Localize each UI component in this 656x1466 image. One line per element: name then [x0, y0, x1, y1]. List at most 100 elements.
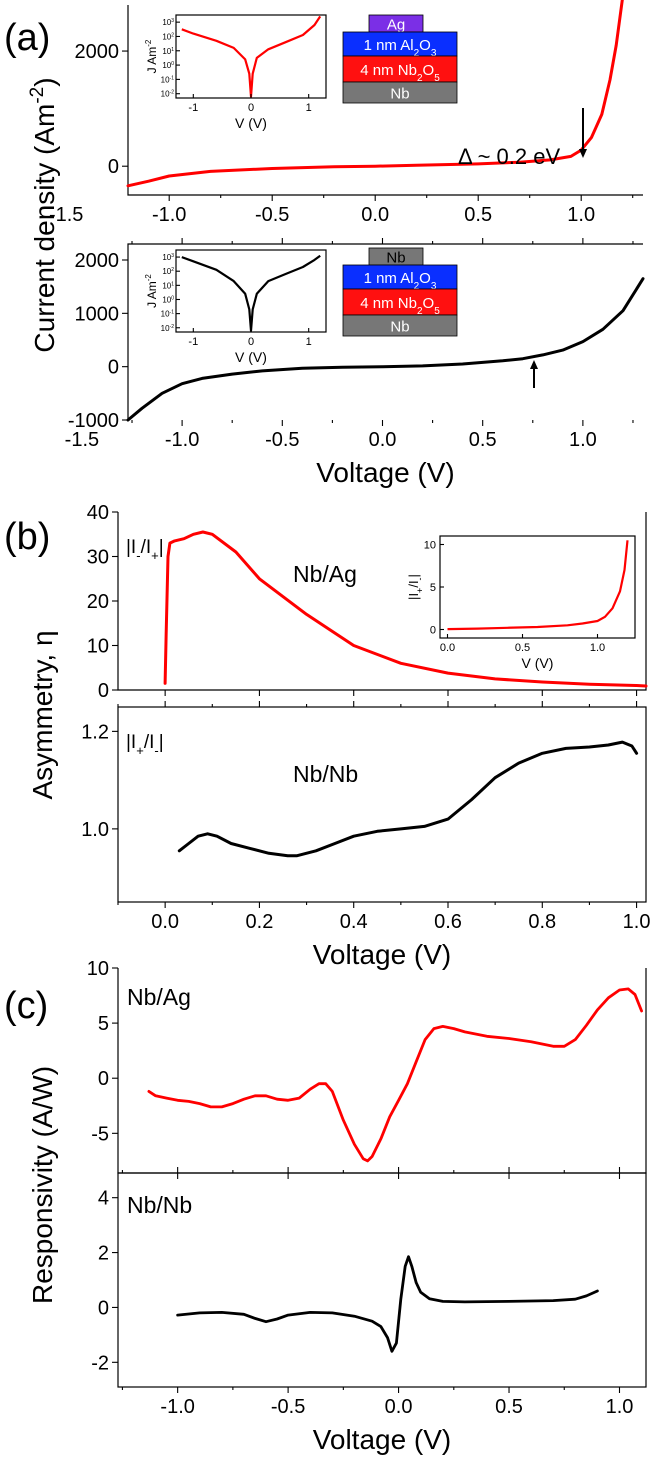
- plot-frame: [127, 5, 643, 196]
- arrow-head: [530, 360, 538, 369]
- inset-x-tick-label: 1: [306, 336, 312, 348]
- y-tick-label: 0: [98, 1297, 109, 1319]
- stack-layer: [342, 314, 458, 337]
- inset-y-tick-label: 102​: [162, 267, 174, 276]
- y-axis-title-a: Current density (Am-2​): [27, 77, 60, 352]
- x-tick-label: 0.5: [464, 204, 492, 226]
- inset-x-axis-title: V (V): [235, 349, 267, 365]
- stack-layer-label: 4 nm Nb2​O5​: [360, 295, 440, 317]
- inset-y-tick-label: 10-1​: [161, 310, 175, 319]
- inset-y-axis-title: J Am-2​: [144, 274, 159, 308]
- x-tick-label: 0.6: [434, 911, 462, 933]
- inset-series-line: [181, 15, 322, 98]
- series-line-0: [163, 530, 648, 688]
- series-line-0: [126, 277, 645, 422]
- inset-y-tick-label: 10-1​: [161, 75, 175, 84]
- x-tick-label: 0.5: [495, 1396, 523, 1418]
- x-tick-label: 1.0: [569, 429, 597, 451]
- annotation-sample-bottom: Nb/Nb: [293, 761, 358, 787]
- panel-a_bottom: -1000 0 1000 2000 -1.5 -1.0 -0.5 0.0 0.5 1.0 Volta…: [65, 238, 645, 488]
- y-tick-label: 0: [98, 1068, 109, 1090]
- panel-b_top: 0 10 20 30 40: [87, 502, 648, 702]
- panel-b_bottom: 1.0 1.2 0.0 0.2 0.4 0.6 0.8 1.0 Voltage (V): [81, 701, 650, 970]
- x-axis-title: Voltage (V): [313, 1424, 452, 1455]
- inset-y-tick-label: 101​: [162, 47, 174, 56]
- stack-layer-label: Nb: [386, 250, 405, 267]
- y-tick-label: -1000: [68, 410, 119, 432]
- x-tick-label: 0.0: [369, 429, 397, 451]
- y-tick-label: 10: [87, 958, 109, 980]
- x-tick-label: 0.4: [340, 911, 368, 933]
- inset-a-bottom: -1 0 1 V (V) 103​ 102​ 101​ 100​ 10-1​ 10-2​ J Am-…: [144, 249, 327, 365]
- arrow-head: [579, 149, 587, 158]
- plot-frame: [117, 706, 647, 903]
- y-tick-label: -2: [91, 1352, 109, 1374]
- x-tick-label: -0.5: [271, 1396, 305, 1418]
- layer-stack-a-bottom: Nb 1 nm Al2​O3​ 4 nm Nb2​O5​ Nb: [342, 247, 458, 337]
- inset-x-tick-label: 1.0: [590, 642, 605, 654]
- x-tick-label: 0.8: [528, 911, 556, 933]
- panel-c_bottom: -2 0 2 4 -1.0 -0.5 0.0 0.5 1.0 Voltage (V): [91, 1167, 647, 1455]
- inset-series-line: [181, 254, 321, 332]
- inset-y-tick-label: 10-2​: [161, 90, 175, 99]
- inset-frame: [439, 535, 636, 639]
- stack-layer-label: Nb: [390, 86, 409, 103]
- panel-label-c: (c): [4, 985, 48, 1027]
- inset-b-top: 0.0 0.5 1.0 V (V) 0 5 10 |I+​/I-​|: [406, 535, 636, 671]
- y-tick-label: 0: [98, 680, 109, 702]
- inset-y-tick-label: 102​: [162, 32, 174, 41]
- y-axis-title-c: Responsivity (A/W): [27, 1066, 58, 1304]
- x-tick-label: 1.0: [606, 1396, 634, 1418]
- annotation-ratio-top: |I-​/I+​|: [126, 537, 164, 563]
- inset-y-tick-label: 100​: [162, 61, 174, 70]
- panel-a_top: 0 2000 -1.5 -1.0 -0.5 0.0 0.5 1.0: [49, 0, 643, 226]
- x-tick-label: 0.5: [469, 429, 497, 451]
- plot-frame: [117, 968, 647, 1174]
- series-line-0: [147, 987, 643, 1163]
- panel-label-b: (b): [4, 516, 50, 558]
- inset-y-axis-title: J Am-2​: [144, 39, 159, 73]
- inset-y-tick-label: 103​: [162, 18, 174, 27]
- x-tick-label: 1.0: [567, 204, 595, 226]
- inset-y-axis-title: |I+​/I-​|: [406, 574, 425, 600]
- y-tick-label: 4: [98, 1188, 109, 1210]
- x-tick-label: -1.0: [165, 429, 199, 451]
- inset-x-tick-label: -1: [188, 102, 198, 114]
- y-tick-label: 1.0: [81, 819, 109, 841]
- inset-x-tick-label: 0: [248, 336, 254, 348]
- inset-x-tick-label: 0.5: [515, 642, 530, 654]
- stack-layer-label: 1 nm Al2​O3​: [364, 270, 437, 292]
- x-tick-label: 0.2: [246, 911, 274, 933]
- x-tick-label: -0.5: [255, 204, 289, 226]
- plots-layer: 0 2000 -1.5 -1.0 -0.5 0.0 0.5 1.0 -1 0 1 V (V) 103​ 1…: [49, 0, 650, 1455]
- x-tick-label: 0.0: [385, 1396, 413, 1418]
- stack-layer-label: Nb: [390, 319, 409, 336]
- annotation-ratio-bottom: |I+​/I-​|: [126, 732, 164, 758]
- panel-label-a: (a): [4, 17, 50, 59]
- inset-y-tick-label: 101​: [162, 281, 174, 290]
- inset-y-tick-label: 10-2​: [161, 324, 175, 333]
- x-tick-label: -1.5: [49, 204, 83, 226]
- arrow-onset-bottom: [530, 360, 538, 388]
- x-tick-label: -1.0: [160, 1396, 194, 1418]
- x-tick-label: -0.5: [265, 429, 299, 451]
- inset-y-tick-label: 5: [430, 582, 436, 594]
- inset-x-tick-label: -1: [188, 336, 198, 348]
- y-tick-label: 2000: [75, 250, 120, 272]
- inset-y-tick-label: 100​: [162, 295, 174, 304]
- stack-layer: [342, 31, 458, 57]
- x-tick-label: 0.0: [361, 204, 389, 226]
- y-tick-label: 1.2: [81, 721, 109, 743]
- y-axis-title-b: Asymmetry, η: [27, 630, 58, 799]
- stack-layer-label: Ag: [387, 17, 405, 34]
- inset-y-tick-label: 0: [430, 625, 436, 637]
- y-tick-label: 30: [87, 547, 109, 569]
- y-tick-label: 1000: [75, 303, 120, 325]
- plot-frame: [117, 512, 647, 691]
- y-tick-label: -5: [91, 1123, 109, 1145]
- x-axis-title: Voltage (V): [316, 457, 455, 488]
- y-tick-label: 0: [108, 357, 119, 379]
- stack-layer-label: 4 nm Nb2​O5​: [360, 62, 440, 84]
- series-line-0: [177, 740, 639, 858]
- x-tick-label: -1.0: [152, 204, 186, 226]
